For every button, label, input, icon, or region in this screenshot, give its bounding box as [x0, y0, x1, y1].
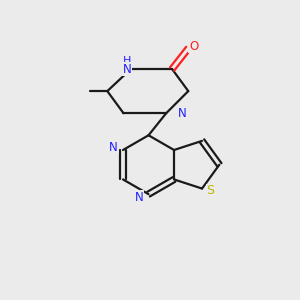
- Text: N: N: [178, 107, 187, 120]
- Text: O: O: [189, 40, 198, 52]
- Text: S: S: [206, 184, 214, 197]
- Text: N: N: [123, 62, 132, 76]
- Text: H: H: [123, 56, 131, 66]
- Text: N: N: [135, 190, 143, 204]
- Text: N: N: [109, 141, 118, 154]
